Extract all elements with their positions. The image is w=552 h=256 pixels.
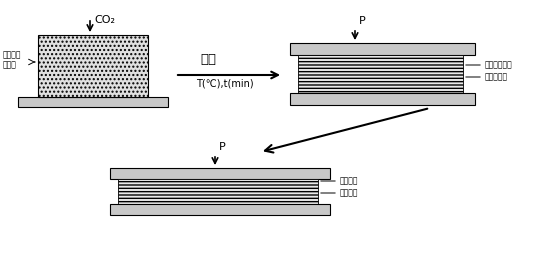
Bar xyxy=(290,93,475,105)
Text: T(℃),t(min): T(℃),t(min) xyxy=(196,78,253,88)
Text: P: P xyxy=(359,16,366,26)
Bar xyxy=(18,97,168,107)
Text: 天然的纳: 天然的纳 xyxy=(3,50,22,59)
Bar xyxy=(110,204,330,215)
Text: 发泡: 发泡 xyxy=(200,53,216,66)
Bar xyxy=(298,55,463,93)
Text: P: P xyxy=(219,142,226,152)
Text: 米粒子: 米粒子 xyxy=(3,60,17,69)
Text: 拉长的泡孔: 拉长的泡孔 xyxy=(485,72,508,81)
Bar xyxy=(110,168,330,179)
Text: 纳米粒子取向: 纳米粒子取向 xyxy=(485,60,513,69)
Text: 纳米粒子: 纳米粒子 xyxy=(340,176,358,186)
Bar xyxy=(38,35,148,97)
Bar xyxy=(118,179,318,204)
Text: 定向取向: 定向取向 xyxy=(340,188,358,197)
Text: CO₂: CO₂ xyxy=(94,15,115,25)
Bar xyxy=(290,43,475,55)
